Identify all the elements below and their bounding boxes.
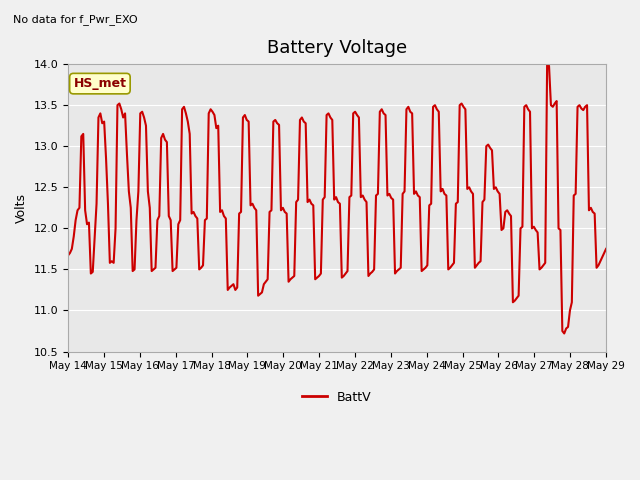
Title: Battery Voltage: Battery Voltage bbox=[267, 39, 407, 57]
Legend: BattV: BattV bbox=[297, 385, 377, 408]
Text: HS_met: HS_met bbox=[74, 77, 127, 90]
Y-axis label: Volts: Volts bbox=[15, 193, 28, 223]
Text: No data for f_Pwr_EXO: No data for f_Pwr_EXO bbox=[13, 14, 138, 25]
